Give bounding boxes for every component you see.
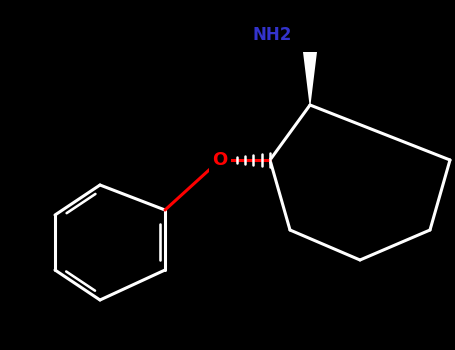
Text: NH2: NH2 bbox=[253, 26, 292, 44]
Polygon shape bbox=[303, 52, 317, 105]
Text: O: O bbox=[212, 151, 228, 169]
